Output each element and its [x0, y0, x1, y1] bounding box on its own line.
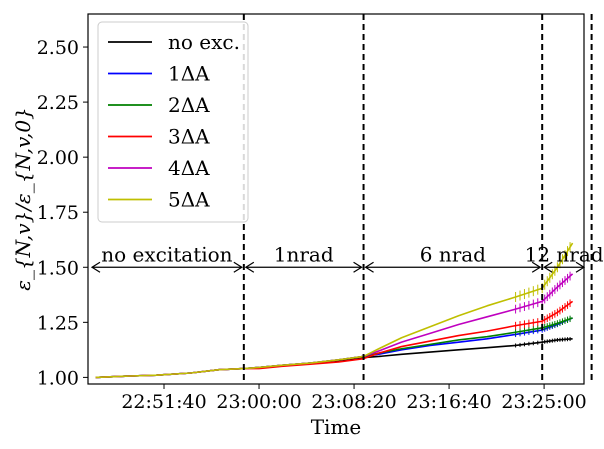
arrow-head-right: [531, 261, 542, 273]
series-line-3: [95, 317, 573, 379]
arrow-head-left: [364, 261, 374, 273]
legend-label-6: 5ΔA: [168, 188, 210, 212]
y-tick-label: 1.25: [37, 312, 79, 334]
x-tick-label: 23:08:20: [311, 391, 396, 413]
series-line-1: [95, 338, 573, 379]
region-annotations: no excitation 1nrad 6 nrad 12 nrad: [90, 242, 604, 273]
data-layer: [95, 242, 574, 379]
legend-label-5: 4ΔA: [168, 156, 210, 180]
region-label: 6 nrad: [420, 242, 486, 266]
x-tick-label: 23:00:00: [216, 391, 301, 413]
y-tick-label: 2.25: [37, 92, 79, 114]
region-label: 1nrad: [274, 242, 334, 266]
y-tick-label: 2.50: [37, 37, 79, 59]
legend-label-4: 3ΔA: [168, 125, 210, 149]
legend-label-3: 2ΔA: [168, 93, 210, 117]
legend: no exc. 1ΔA 2ΔA 3ΔA 4ΔA 5ΔA: [97, 21, 249, 223]
y-axis-label: ε_{N,v}/ε_{N,v,0}: [11, 107, 35, 291]
region-label: no excitation: [101, 242, 232, 266]
y-axis-ticks: 1.00 1.25 1.50 1.75 2.00 2.25 2.50: [37, 37, 88, 389]
series-line-6: [95, 242, 574, 379]
y-tick-label: 1.50: [37, 257, 79, 279]
x-tick-label: 22:51:40: [121, 391, 206, 413]
x-axis-ticks: 22:51:40 23:00:00 23:08:20 23:16:40 23:25:00: [121, 384, 587, 413]
y-tick-label: 1.00: [37, 367, 79, 389]
x-axis-label: Time: [311, 415, 362, 439]
legend-box: [97, 21, 249, 223]
arrow-head-right: [233, 261, 243, 273]
arrow-head-left: [244, 261, 255, 273]
legend-label-1: no exc.: [168, 30, 240, 54]
y-tick-label: 1.75: [37, 202, 79, 224]
x-tick-label: 23:25:00: [501, 391, 586, 413]
legend-label-2: 1ΔA: [168, 62, 210, 86]
arrow-head-left: [90, 261, 101, 273]
arrow-head-left: [543, 261, 553, 273]
plot-frame: [87, 13, 585, 385]
series-line-2: [95, 317, 573, 379]
region-label: 12 nrad: [525, 242, 604, 266]
x-tick-label: 23:16:40: [406, 391, 491, 413]
y-tick-label: 2.00: [37, 147, 79, 169]
arrow-head-right: [353, 261, 363, 273]
